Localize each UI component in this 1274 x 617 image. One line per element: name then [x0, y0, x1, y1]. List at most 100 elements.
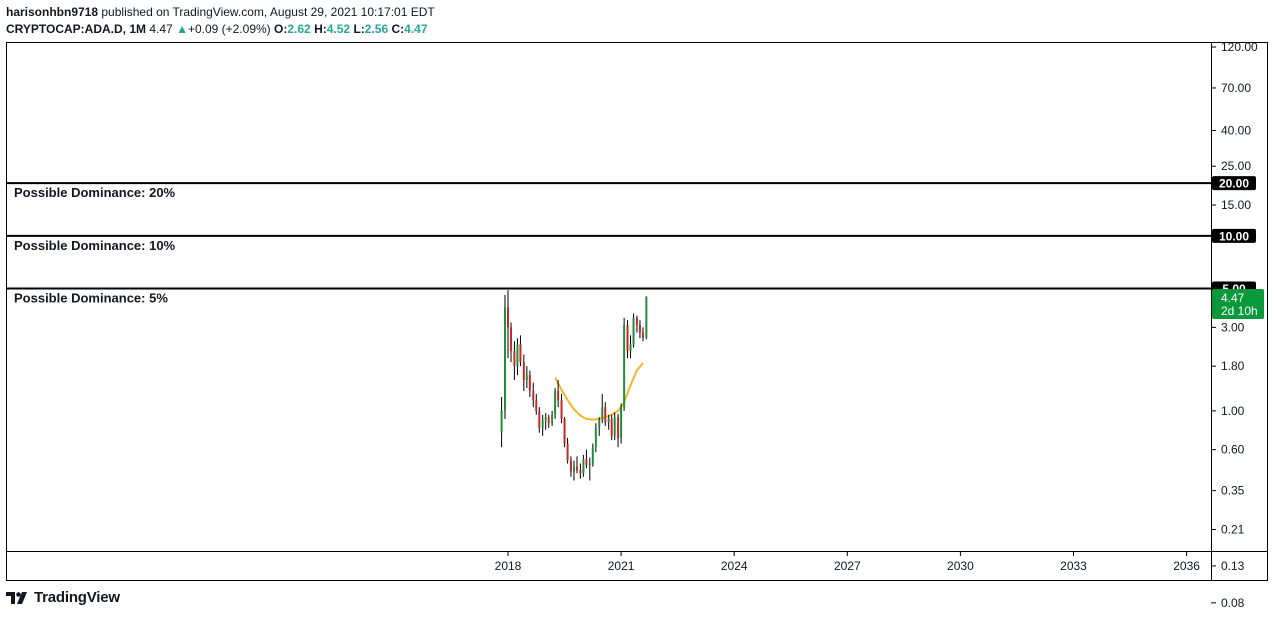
candle-body — [641, 332, 644, 338]
last-value: 4.47 — [149, 22, 173, 36]
candle-up — [632, 313, 635, 348]
candle-body — [538, 410, 541, 428]
dominance-label: Possible Dominance: 10% — [14, 238, 176, 253]
candle-body — [629, 344, 632, 351]
price-tick-label: 0.35 — [1221, 484, 1245, 498]
price-tick-label: 0.13 — [1221, 559, 1245, 573]
candle-body — [575, 466, 578, 470]
candle-down — [626, 320, 629, 359]
candle-body — [510, 327, 513, 351]
candle-up — [544, 413, 547, 430]
candle-up — [588, 457, 591, 481]
candle-down — [532, 382, 535, 408]
triangle-up-icon: ▲ — [176, 22, 188, 36]
candle-down — [528, 370, 531, 397]
candle-body — [507, 307, 509, 328]
candle-down — [638, 320, 641, 339]
candle-body — [591, 447, 594, 464]
dominance-label: Possible Dominance: 20% — [14, 185, 176, 200]
moving-average — [554, 362, 644, 421]
price-tick-label: 3.00 — [1221, 320, 1245, 334]
candle-body — [632, 317, 635, 345]
candle-body — [500, 410, 503, 433]
candle-up — [620, 403, 623, 444]
time-tick-label: 2033 — [1060, 559, 1087, 573]
time-axis[interactable]: 2018 2021 2024 2027 2030 2033 2036 — [495, 551, 1201, 573]
candle-body — [645, 297, 648, 338]
candle-up — [500, 397, 503, 448]
candle-down — [579, 463, 582, 479]
price-tick-label: 25.00 — [1221, 159, 1251, 173]
candle-up — [503, 294, 506, 419]
tradingview-logo[interactable]: TradingView — [6, 589, 120, 606]
candle-body — [544, 417, 547, 421]
moving-average-line — [554, 362, 644, 421]
candle-body — [569, 460, 572, 472]
candle-down — [522, 354, 525, 391]
candle-body — [617, 417, 620, 438]
candle-up — [623, 317, 626, 411]
last-price-value: 4.47 — [1221, 291, 1245, 305]
candle-body — [601, 407, 604, 421]
price-tick-label: 1.80 — [1221, 359, 1245, 373]
time-tick-label: 2030 — [947, 559, 974, 573]
candle-body — [607, 418, 610, 423]
symbol-label[interactable]: CRYPTOCAP:ADA.D, 1M — [6, 22, 147, 36]
candle-up — [645, 296, 648, 340]
candle-up — [607, 414, 610, 430]
close-value: 4.47 — [404, 22, 428, 36]
candle-down — [547, 414, 550, 428]
open-label: O: — [274, 22, 288, 36]
candle-down — [507, 290, 509, 359]
candle-up — [525, 366, 528, 389]
price-tick-label: 120.00 — [1221, 40, 1258, 54]
ohlc-legend: CRYPTOCAP:ADA.D, 1M 4.47 ▲+0.09 (+2.09%)… — [6, 22, 428, 36]
price-tick-label: 0.60 — [1221, 443, 1245, 457]
time-tick-label: 2021 — [608, 559, 635, 573]
candle-up — [598, 417, 601, 436]
candle-down — [617, 413, 620, 448]
candle-body — [522, 362, 525, 381]
price-axis[interactable]: 120.00 70.00 40.00 25.00 15.00 3.00 1.80 1.00 0.… — [1211, 40, 1258, 610]
candle-body — [623, 324, 626, 408]
candle-body — [585, 459, 588, 466]
line-price-badge — [1212, 228, 1256, 243]
candle-body — [513, 350, 516, 367]
candle-body — [525, 375, 528, 381]
time-tick-label: 2018 — [495, 559, 522, 573]
author-name[interactable]: harisonhbn9718 — [6, 5, 99, 19]
candle-up — [594, 423, 597, 453]
candle-body — [588, 463, 591, 466]
candle-body — [604, 407, 607, 423]
candle-body — [572, 466, 575, 472]
candle-down — [604, 402, 607, 426]
price-tick-label: 15.00 — [1221, 198, 1251, 212]
price-tick-label: 0.21 — [1221, 522, 1245, 536]
candle-body — [566, 443, 569, 461]
candle-up — [613, 412, 616, 441]
last-price-countdown: 2d 10h — [1221, 304, 1258, 318]
candle-down — [566, 437, 569, 464]
candle-body — [598, 420, 601, 428]
candle-up — [591, 443, 594, 467]
candle-body — [594, 427, 597, 448]
candle-body — [582, 459, 585, 474]
high-value: 4.52 — [326, 22, 351, 36]
tradingview-logo-icon — [6, 591, 27, 604]
price-tick-label: 40.00 — [1221, 123, 1251, 137]
candle-body — [535, 400, 538, 411]
tradingview-logo-text: TradingView — [34, 589, 120, 606]
close-label: C: — [391, 22, 405, 36]
change-value: +0.09 (+2.09%) — [187, 22, 271, 36]
candle-down — [641, 327, 644, 342]
price-tick-label: 1.00 — [1221, 404, 1245, 418]
candle-down — [575, 456, 578, 474]
candle-up — [572, 460, 575, 481]
candle-up — [629, 335, 632, 359]
chart-frame — [6, 42, 1268, 581]
candle-body — [551, 414, 554, 424]
candle-down — [557, 380, 560, 408]
candle-up — [601, 393, 604, 424]
